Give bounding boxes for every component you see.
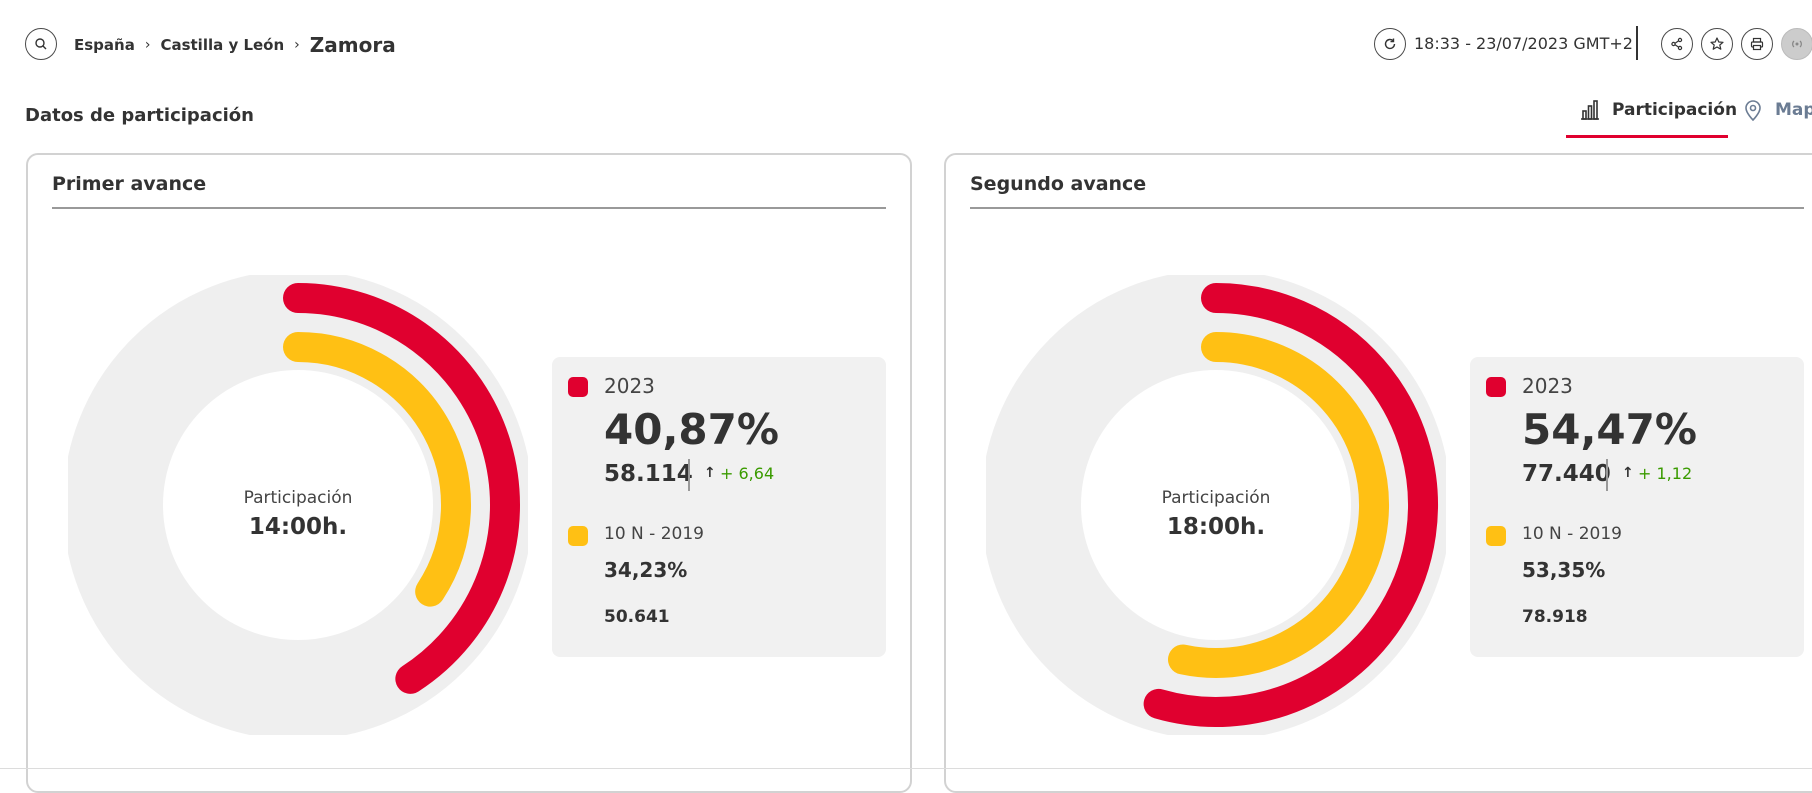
- current-percent: 54,47%: [1522, 405, 1697, 454]
- card-divider: [52, 207, 886, 209]
- previous-participation-arc: [1167, 332, 1390, 678]
- previous-percent: 53,35%: [1522, 558, 1606, 582]
- tab-mapa[interactable]: Mapa: [1741, 98, 1812, 122]
- participation-donut-chart: Participación 18:00h.: [986, 275, 1446, 735]
- current-participation-arc: [283, 283, 520, 694]
- card-title: Primer avance: [52, 173, 207, 195]
- card-divider: [970, 207, 1804, 209]
- arrow-up-icon: ↑: [704, 465, 716, 481]
- breadcrumb-separator: ›: [294, 37, 300, 53]
- breadcrumb-current: Zamora: [309, 33, 396, 57]
- card-segundo-avance: Segundo avance Participación 18:00h. 202…: [944, 153, 1812, 793]
- previous-votes: 78.918: [1522, 607, 1588, 627]
- previous-color-swatch: [568, 526, 588, 546]
- section-title: Datos de participación: [25, 105, 254, 126]
- donut-track: [68, 275, 528, 735]
- bar-chart-icon: [1581, 100, 1599, 120]
- breadcrumb-item-castilla-y-leon[interactable]: Castilla y León: [160, 36, 285, 54]
- current-color-swatch: [1486, 377, 1506, 397]
- update-timestamp: 18:33 - 23/07/2023 GMT+2: [1414, 34, 1633, 53]
- arrow-up-icon: ↑: [1622, 465, 1634, 481]
- previous-votes: 50.641: [604, 607, 670, 627]
- votes-divider: [1606, 459, 1608, 491]
- current-year: 2023: [604, 374, 655, 398]
- share-button[interactable]: [1661, 28, 1693, 60]
- live-button[interactable]: [1781, 28, 1812, 60]
- page-bottom-border: [0, 768, 1812, 769]
- print-button[interactable]: [1741, 28, 1773, 60]
- donut-center-label: Participación: [244, 488, 353, 508]
- refresh-button[interactable]: [1374, 28, 1406, 60]
- header-divider: [1636, 26, 1638, 60]
- breadcrumb: España › Castilla y León › Zamora: [74, 32, 396, 58]
- current-percent: 40,87%: [604, 405, 779, 454]
- favorite-button[interactable]: [1701, 28, 1733, 60]
- participation-legend: 2023 40,87% 58.114 ↑ + 6,64 10 N - 2019 …: [552, 357, 886, 657]
- map-pin-icon: [1745, 100, 1761, 122]
- tab-label: Participación: [1612, 100, 1738, 120]
- previous-color-swatch: [1486, 526, 1506, 546]
- print-icon: [1750, 37, 1764, 51]
- current-votes: 77.440: [1522, 461, 1611, 487]
- participation-change: + 6,64: [720, 464, 775, 483]
- tab-label: Mapa: [1775, 100, 1812, 120]
- participation-legend: 2023 54,47% 77.440 ↑ + 1,12 10 N - 2019 …: [1470, 357, 1804, 657]
- participation-change: + 1,12: [1638, 464, 1693, 483]
- current-votes: 58.114: [604, 461, 693, 487]
- previous-election-label: 10 N - 2019: [1522, 524, 1622, 544]
- current-participation-arc: [1143, 283, 1438, 727]
- participation-donut-chart: Participación 14:00h.: [68, 275, 528, 735]
- donut-center-time: 14:00h.: [249, 514, 347, 540]
- broadcast-icon: [1792, 40, 1802, 48]
- votes-divider: [688, 459, 690, 491]
- share-icon: [1671, 37, 1683, 51]
- previous-percent: 34,23%: [604, 558, 688, 582]
- star-icon: [1710, 37, 1724, 50]
- search-button[interactable]: [25, 28, 57, 60]
- current-color-swatch: [568, 377, 588, 397]
- breadcrumb-separator: ›: [144, 37, 151, 53]
- current-year: 2023: [1522, 374, 1573, 398]
- previous-election-label: 10 N - 2019: [604, 524, 704, 544]
- search-icon: [35, 38, 47, 50]
- previous-participation-arc: [283, 332, 471, 607]
- card-title: Segundo avance: [970, 173, 1147, 195]
- tab-participacion[interactable]: Participación: [1578, 98, 1737, 122]
- donut-track: [986, 275, 1446, 735]
- donut-center-label: Participación: [1162, 488, 1271, 508]
- card-primer-avance: Primer avance Participación 14:00h. 2023…: [26, 153, 912, 793]
- donut-center-time: 18:00h.: [1167, 514, 1265, 540]
- breadcrumb-item-espana[interactable]: España: [74, 36, 135, 54]
- refresh-icon: [1384, 38, 1396, 50]
- active-tab-indicator: [1566, 135, 1728, 138]
